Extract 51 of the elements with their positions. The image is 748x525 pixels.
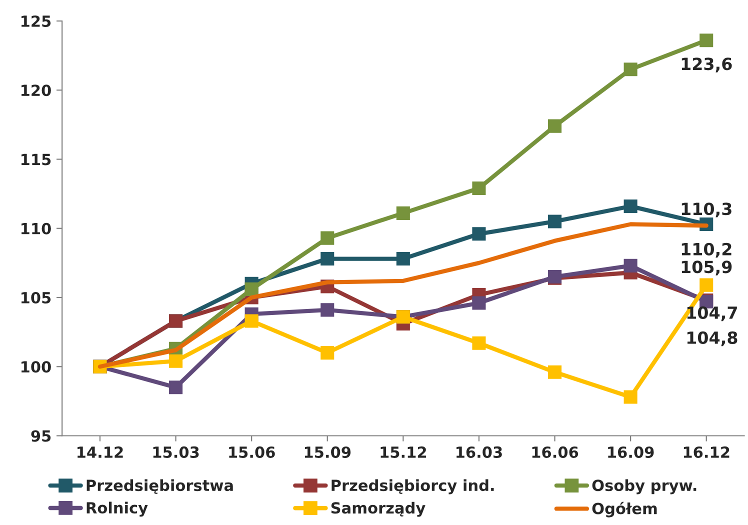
point [320, 252, 334, 266]
x-tick-label: 14.12 [78, 446, 123, 458]
point [320, 346, 334, 360]
annotation: 123,6 [682, 58, 732, 72]
legend-label: Ogółem [592, 502, 657, 518]
y-tick-label: 95 [31, 430, 51, 442]
point [624, 390, 638, 404]
legend-label: Rolnicy [86, 502, 148, 517]
point [700, 278, 714, 292]
point [244, 282, 258, 296]
y-tick-label: 110 [22, 222, 51, 234]
x-tick-label: 15.03 [153, 446, 199, 458]
legend-label: Osoby pryw. [592, 479, 696, 494]
point [472, 336, 486, 350]
point [169, 354, 183, 368]
point [320, 303, 334, 317]
x-tick-label: 16.06 [532, 446, 578, 458]
x-tick-label: 15.12 [380, 446, 426, 458]
point [700, 34, 714, 48]
point [624, 199, 638, 214]
point [396, 252, 410, 266]
point [472, 296, 486, 310]
annotation: 110,2 [682, 242, 732, 258]
annotation: 104,7 [687, 306, 737, 322]
point [548, 365, 562, 379]
point [169, 380, 183, 394]
point [472, 182, 486, 196]
y-tick-label: 105 [22, 292, 51, 304]
x-tick-label: 16.12 [684, 446, 730, 458]
point [320, 231, 334, 245]
legend-label: Samorządy [331, 502, 426, 517]
point [548, 119, 562, 133]
y-tick-label: 100 [22, 361, 51, 373]
y-tick-label: 120 [22, 84, 51, 96]
y-tick-label: 125 [22, 15, 51, 28]
x-tick-label: 16.03 [456, 446, 502, 458]
x-tick-label: 16.09 [608, 446, 654, 458]
x-tick-label: 15.09 [304, 446, 351, 458]
point [244, 314, 258, 328]
annotation: 105,9 [682, 260, 732, 276]
point [396, 206, 410, 220]
legend-label: Przedsiębiorcy ind. [332, 479, 494, 494]
legend-label: Przedsiębiorstwa [86, 479, 233, 494]
point [624, 258, 638, 272]
point [624, 62, 638, 76]
point [548, 214, 562, 228]
annotation: 110,3 [682, 202, 732, 218]
x-tick-label: 15.06 [229, 446, 275, 458]
y-tick-label: 115 [22, 154, 51, 166]
annotation: 104,8 [687, 331, 738, 346]
point [472, 227, 486, 241]
